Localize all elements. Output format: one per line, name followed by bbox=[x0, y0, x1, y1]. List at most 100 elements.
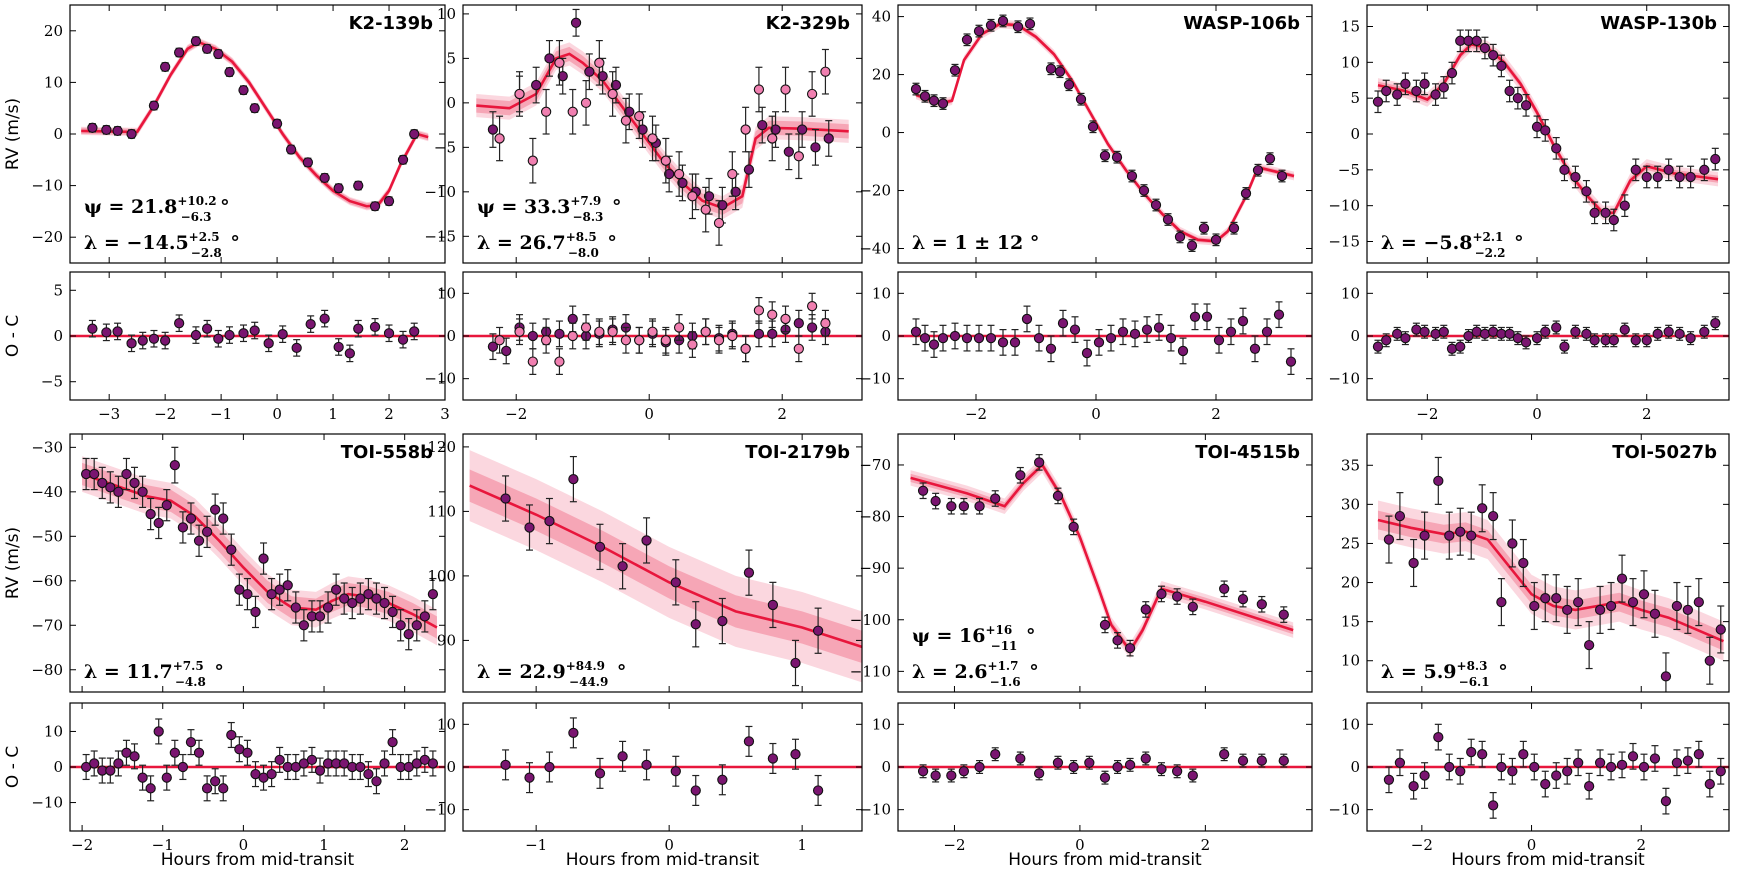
data-point bbox=[218, 513, 229, 524]
data-point bbox=[1479, 42, 1491, 54]
data-point bbox=[917, 485, 929, 496]
data-point bbox=[703, 191, 715, 202]
data-point bbox=[1099, 150, 1111, 161]
residual-point bbox=[767, 753, 779, 764]
data-point bbox=[1187, 601, 1198, 613]
residual-point bbox=[985, 332, 997, 344]
residual-point bbox=[1455, 341, 1466, 352]
data-point bbox=[1162, 214, 1174, 225]
residual-point bbox=[1009, 337, 1021, 348]
y-tick-label: −10 bbox=[859, 370, 891, 388]
data-point bbox=[1124, 642, 1136, 654]
residual-point bbox=[1021, 313, 1033, 325]
residual-point bbox=[153, 726, 164, 737]
residual-point bbox=[1520, 337, 1532, 348]
x-tick-label: 0 bbox=[1527, 836, 1537, 854]
residual-point bbox=[355, 761, 366, 773]
data-point bbox=[242, 588, 253, 600]
data-point bbox=[271, 118, 283, 129]
data-point bbox=[1660, 671, 1672, 682]
data-point bbox=[1419, 530, 1430, 541]
data-point bbox=[1252, 165, 1264, 176]
y-tick-label: 20 bbox=[44, 22, 63, 40]
data-point bbox=[145, 508, 156, 520]
residual-point bbox=[1616, 759, 1628, 771]
data-point bbox=[524, 522, 535, 533]
data-point bbox=[1496, 596, 1507, 608]
data-point bbox=[570, 17, 582, 28]
data-point bbox=[1616, 573, 1628, 584]
x-tick-label: 2 bbox=[400, 836, 410, 854]
residual-point bbox=[333, 341, 344, 353]
data-point bbox=[1111, 152, 1123, 163]
data-point bbox=[783, 146, 794, 157]
residual-point bbox=[1531, 332, 1543, 344]
panel-title: K2-139b bbox=[349, 13, 434, 34]
data-point bbox=[112, 125, 123, 137]
data-point bbox=[1477, 503, 1488, 514]
data-point bbox=[363, 588, 374, 600]
y-tick-label: −20 bbox=[859, 182, 891, 200]
residual-point bbox=[919, 332, 931, 344]
residual-point bbox=[177, 761, 189, 773]
data-point bbox=[201, 43, 213, 55]
panel-title: TOI-558b bbox=[341, 442, 433, 463]
rv-plot-area bbox=[469, 450, 862, 687]
rv-plot-area bbox=[1372, 29, 1721, 232]
residual-point bbox=[1189, 311, 1201, 322]
data-point bbox=[285, 144, 297, 155]
x-tick-label: −2 bbox=[505, 405, 527, 423]
y-tick-label: 25 bbox=[1341, 534, 1360, 552]
residual-point bbox=[1496, 761, 1507, 773]
residual-point bbox=[89, 758, 100, 769]
x-tick-label: −2 bbox=[943, 836, 965, 854]
residual-point bbox=[1261, 326, 1273, 337]
residual-point bbox=[1704, 778, 1715, 790]
y-tick-label: −10 bbox=[424, 370, 456, 388]
data-point bbox=[637, 124, 648, 135]
residual-point bbox=[387, 736, 398, 748]
data-point bbox=[249, 103, 260, 114]
x-tick-label: −1 bbox=[525, 836, 547, 854]
data-point bbox=[238, 84, 249, 96]
residual-y-axis-label: O - C bbox=[3, 746, 23, 788]
residual-point bbox=[1570, 326, 1581, 337]
model-band-inner bbox=[81, 39, 429, 210]
x-tick-label: −2 bbox=[965, 405, 987, 423]
rv-plot-area bbox=[81, 35, 429, 212]
residual-point bbox=[1015, 753, 1026, 764]
y-tick-label: −10 bbox=[1328, 801, 1360, 819]
data-point bbox=[1518, 557, 1529, 569]
residual-point bbox=[1671, 757, 1683, 768]
residual-point bbox=[218, 783, 229, 794]
data-point bbox=[930, 495, 941, 507]
residual-point bbox=[249, 325, 260, 336]
data-point bbox=[355, 593, 366, 604]
residual-point bbox=[1630, 335, 1641, 346]
residual-point bbox=[1408, 781, 1419, 792]
residual-point bbox=[1129, 328, 1141, 340]
data-point bbox=[1559, 164, 1570, 175]
residual-point bbox=[1381, 335, 1392, 346]
residual-point bbox=[753, 328, 765, 340]
y-tick-label: 5 bbox=[53, 281, 63, 299]
y-tick-label: 0 bbox=[881, 758, 891, 776]
residual-point bbox=[1285, 356, 1297, 367]
residual-point bbox=[1641, 335, 1652, 346]
rv-plot-area bbox=[910, 454, 1294, 659]
data-point bbox=[580, 97, 592, 109]
data-point bbox=[333, 183, 344, 194]
residual-point bbox=[314, 765, 326, 776]
data-point bbox=[985, 20, 997, 31]
rv-axes-frame bbox=[897, 4, 1313, 264]
data-point bbox=[1219, 583, 1230, 594]
residual-point bbox=[790, 749, 801, 760]
data-point bbox=[148, 100, 160, 111]
residual-plot-area bbox=[898, 747, 1312, 785]
x-tick-label: 2 bbox=[1201, 836, 1211, 854]
data-point bbox=[403, 629, 414, 640]
data-point bbox=[1228, 223, 1240, 234]
data-point bbox=[770, 124, 781, 135]
data-point bbox=[1608, 214, 1619, 226]
residual-point bbox=[793, 343, 804, 354]
